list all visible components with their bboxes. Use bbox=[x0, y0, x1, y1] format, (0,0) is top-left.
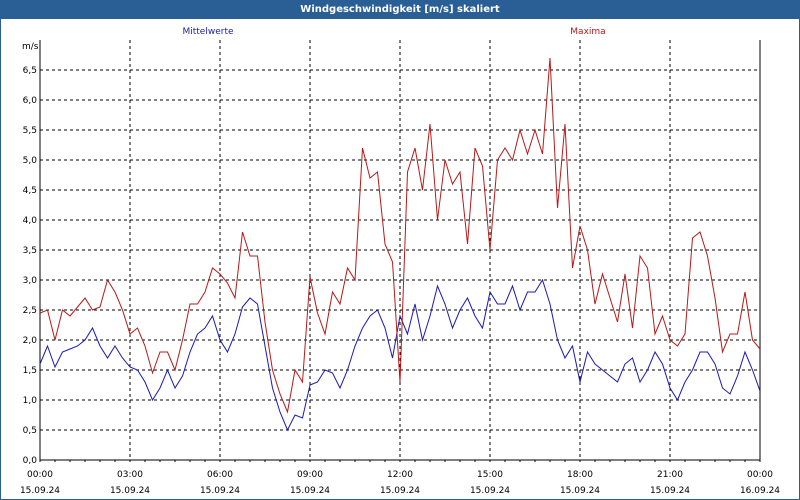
y-tick-label: 5,0 bbox=[23, 156, 38, 166]
y-axis-label: m/s bbox=[22, 42, 39, 52]
series-line-maxima bbox=[39, 57, 761, 414]
y-tick-label: 3,5 bbox=[23, 246, 37, 256]
x-tick-date: 15.09.24 bbox=[200, 486, 240, 496]
x-tick-time: 00:00 bbox=[27, 470, 53, 480]
y-tick-label: 3,0 bbox=[23, 276, 38, 286]
x-tick-time: 00:00 bbox=[747, 470, 773, 480]
x-tick-time: 12:00 bbox=[387, 470, 413, 480]
x-axis: 00:00 15.09.24 03:00 15.09.24 06:00 15.09.24 0… bbox=[20, 460, 780, 496]
y-tick-label: 5,5 bbox=[23, 126, 37, 136]
x-tick-date: 15.09.24 bbox=[560, 486, 600, 496]
y-tick-label: 4,0 bbox=[23, 216, 38, 226]
x-tick-date: 15.09.24 bbox=[110, 486, 150, 496]
x-tick-time: 18:00 bbox=[567, 470, 593, 480]
y-tick-label: 1,0 bbox=[23, 396, 38, 406]
series-line-mittelwerte bbox=[39, 278, 761, 432]
legend-maxima: Maxima bbox=[570, 27, 605, 37]
legend-mittelwerte: Mittelwerte bbox=[182, 27, 233, 37]
x-tick-time: 15:00 bbox=[477, 470, 503, 480]
x-tick-date: 15.09.24 bbox=[20, 486, 60, 496]
chart-title: Windgeschwindigkeit [m/s] skaliert bbox=[1, 1, 799, 19]
y-tick-label: 2,5 bbox=[23, 306, 37, 316]
y-tick-label: 6,5 bbox=[23, 66, 37, 76]
x-tick-date: 15.09.24 bbox=[650, 486, 690, 496]
x-tick-date: 15.09.24 bbox=[290, 486, 330, 496]
series-lines bbox=[39, 57, 761, 432]
y-tick-label: 6,0 bbox=[23, 96, 38, 106]
y-axis: 0,0 0,5 1,0 1,5 2,0 2,5 3,0 3,5 4,0 4,5 5,0 5,5 6,0 6… bbox=[23, 66, 38, 466]
y-tick-label: 4,5 bbox=[23, 186, 37, 196]
x-tick-time: 06:00 bbox=[207, 470, 233, 480]
y-tick-label: 2,0 bbox=[23, 336, 38, 346]
x-tick-time: 03:00 bbox=[117, 470, 143, 480]
x-tick-time: 21:00 bbox=[657, 470, 683, 480]
y-tick-label: 1,5 bbox=[23, 366, 37, 376]
x-tick-date: 15.09.24 bbox=[380, 486, 420, 496]
x-tick-time: 09:00 bbox=[297, 470, 323, 480]
y-tick-label: 0,0 bbox=[23, 456, 38, 466]
x-tick-date: 15.09.24 bbox=[470, 486, 510, 496]
x-tick-date: 16.09.24 bbox=[740, 486, 780, 496]
grid bbox=[39, 40, 761, 461]
y-tick-label: 0,5 bbox=[23, 426, 37, 436]
